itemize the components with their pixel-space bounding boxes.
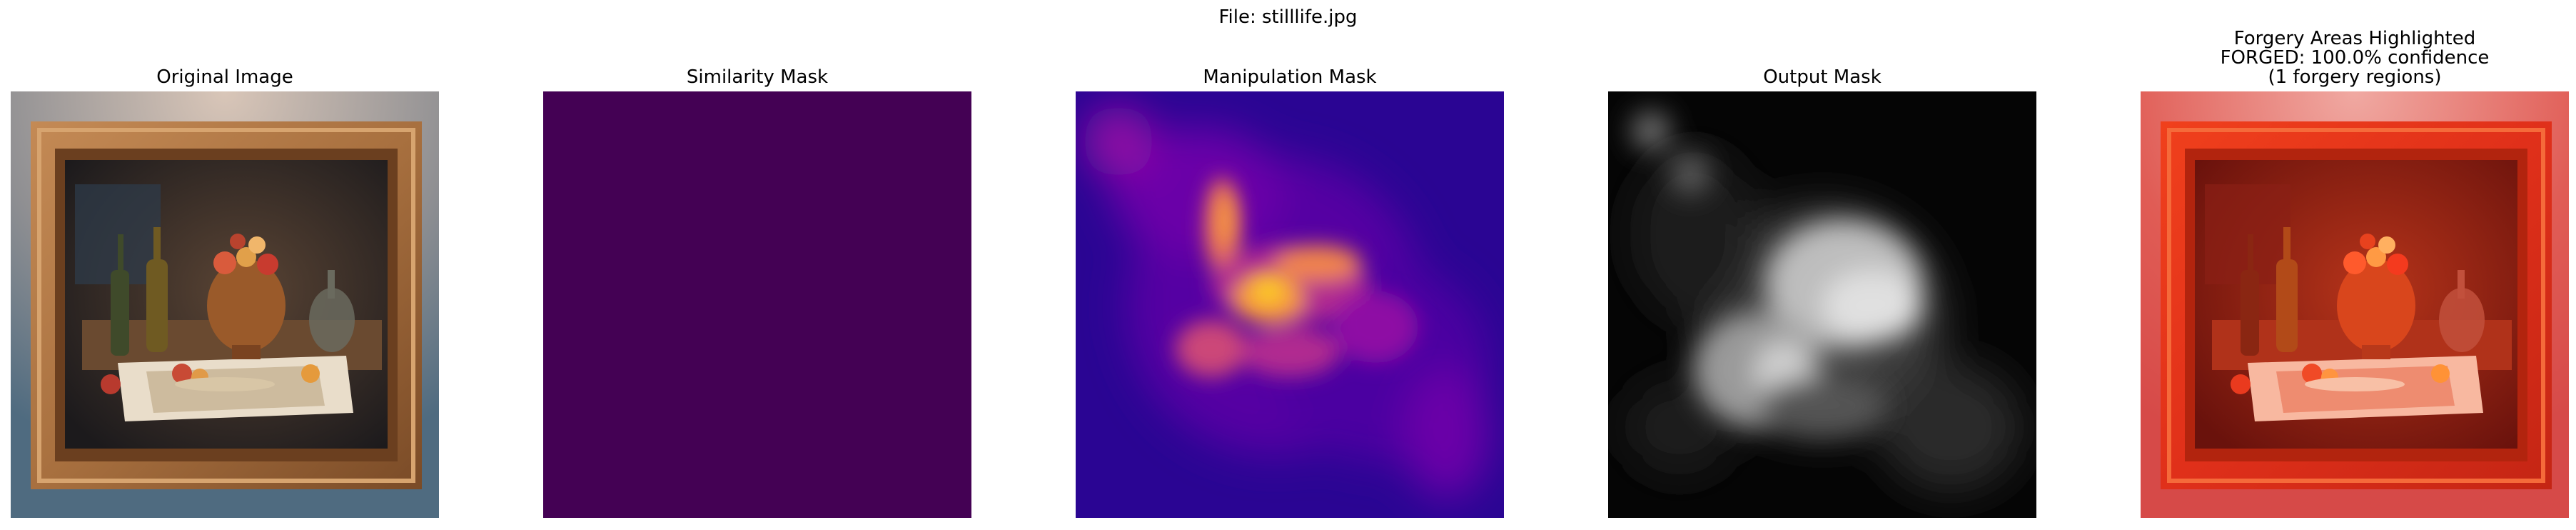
manipulation-mask	[1076, 91, 1504, 518]
forgery-highlight-title: Forgery Areas Highlighted	[2233, 28, 2476, 49]
output-mask	[1608, 91, 2036, 518]
manipulation-mask-title: Manipulation Mask	[1203, 66, 1377, 88]
similarity-mask-title: Similarity Mask	[686, 66, 829, 88]
forgery-highlight-image	[2141, 91, 2569, 518]
original-image	[11, 91, 439, 518]
similarity-mask	[543, 91, 971, 518]
figure-title: File: stilllife.jpg	[1218, 6, 1358, 28]
original-image-title: Original Image	[156, 66, 293, 88]
forgery-region-count: (1 forgery regions)	[2268, 66, 2442, 88]
forgery-confidence-label: FORGED: 100.0% confidence	[2220, 47, 2490, 69]
output-mask-title: Output Mask	[1763, 66, 1882, 88]
